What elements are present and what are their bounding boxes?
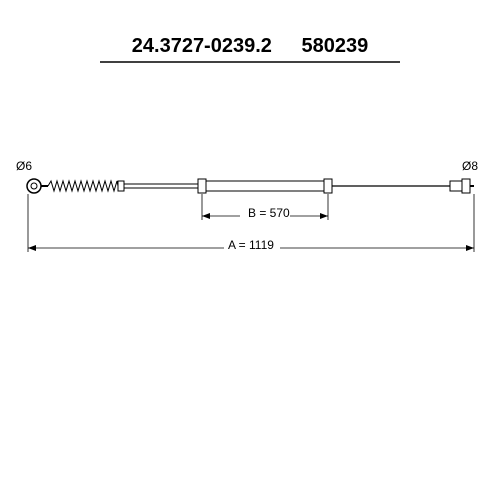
eyelet-end <box>27 179 41 193</box>
dim-b-label: B = 570 <box>248 206 290 220</box>
right-fitting <box>450 181 462 191</box>
right-diameter-label: Ø8 <box>462 159 478 173</box>
spring-end-collar <box>118 181 124 191</box>
dim-a-label: A = 1119 <box>228 238 274 252</box>
left-diameter-label: Ø6 <box>16 159 32 173</box>
dimension-b: B = 570 <box>202 194 328 220</box>
center-collar-left <box>198 179 206 193</box>
spring-coil <box>48 181 118 191</box>
diagram-container: 24.3727-0239.2 580239 Ø6 Ø8 <box>0 0 500 500</box>
dimension-a: A = 1119 <box>28 194 474 252</box>
technical-drawing: Ø6 Ø8 <box>0 0 500 500</box>
center-block <box>206 181 324 191</box>
center-collar-right <box>324 179 332 193</box>
right-nut <box>462 179 470 193</box>
